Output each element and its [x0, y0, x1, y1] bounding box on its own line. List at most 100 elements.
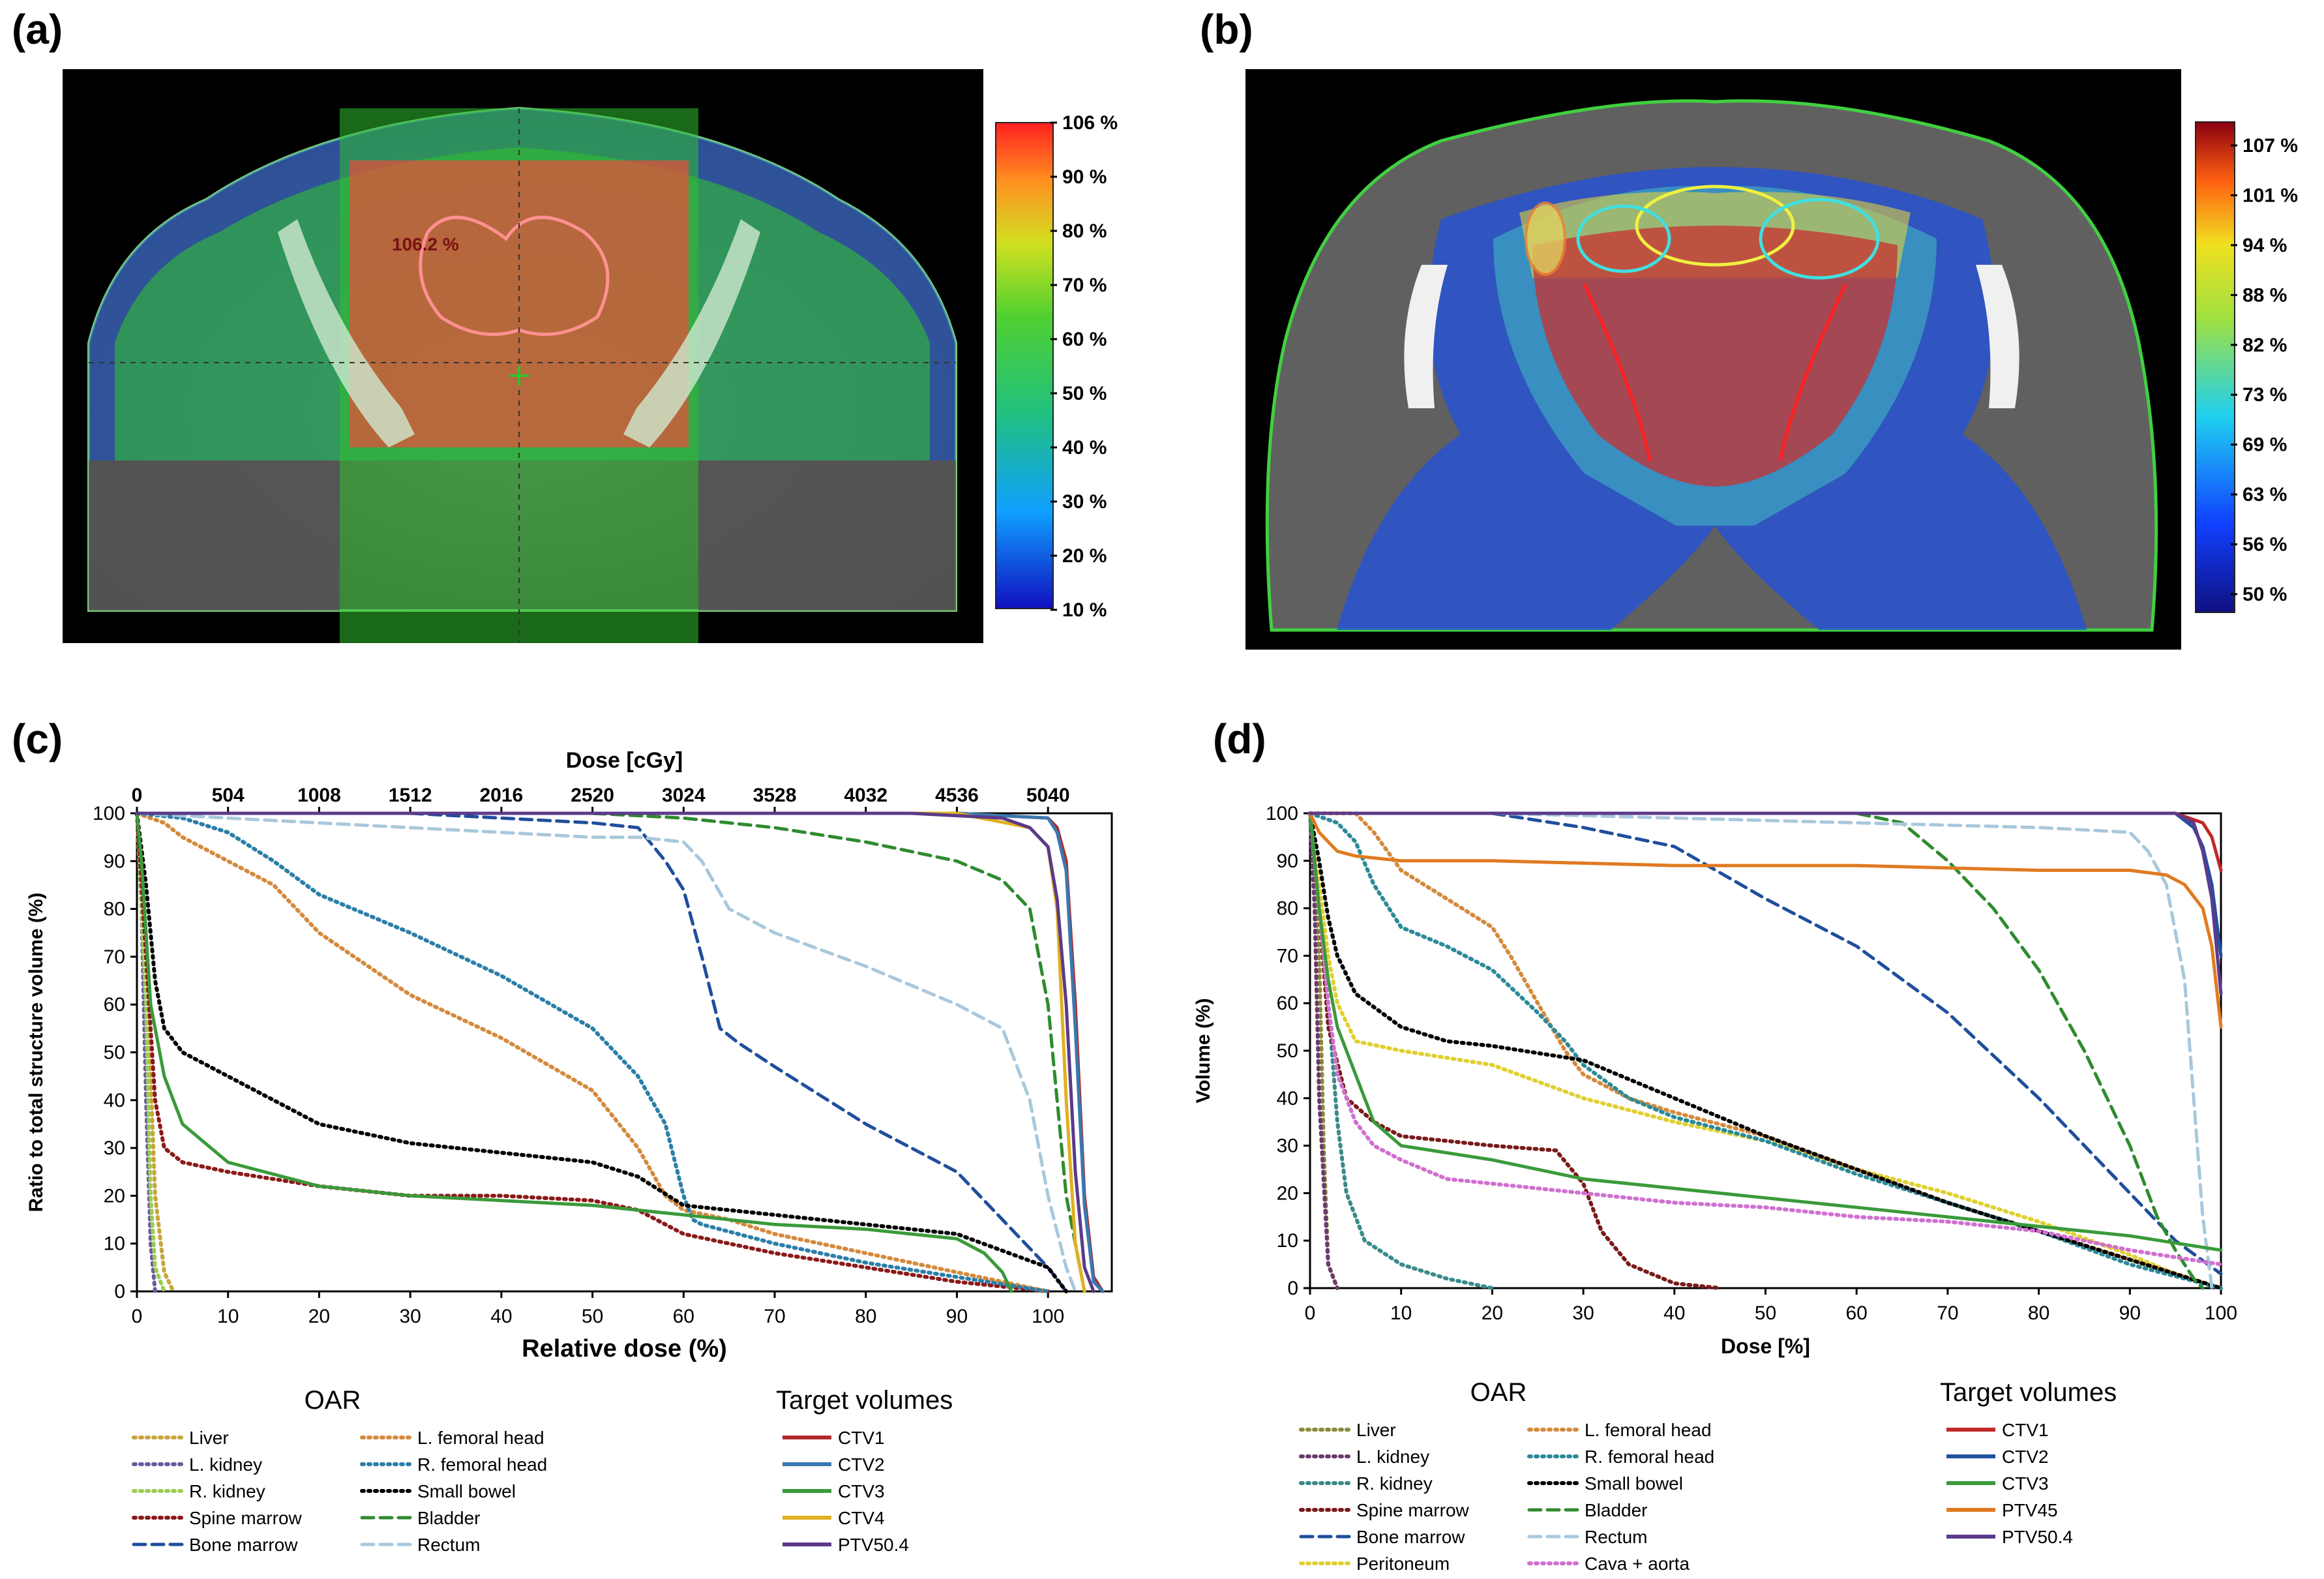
- top-tick-label: 4032: [844, 785, 887, 806]
- x-tick-label: 100: [1032, 1306, 1064, 1327]
- femur-right-b: [1976, 265, 2019, 408]
- series-line-ctv1: [1308, 811, 2223, 872]
- series-line-r-kidney: [135, 811, 166, 1293]
- legend-label: Small bowel: [1585, 1473, 1683, 1494]
- x-axis-label: Relative dose (%): [522, 1335, 727, 1362]
- legend-label: PTV50.4: [2002, 1527, 2073, 1547]
- y-tick-label: 50: [104, 1042, 125, 1064]
- colorbar-tick-label: 63 %: [2242, 484, 2287, 505]
- x-tick-label: 60: [673, 1306, 694, 1327]
- x-tick-label: 100: [2205, 1302, 2237, 1324]
- y-axis-label: Ratio to total structure volume (%): [25, 892, 47, 1212]
- colorbar-b: 107 % 101 % 94 % 88 % 82 % 73 % 69 % 63 % 56 % 50…: [2195, 121, 2298, 613]
- plot-frame-c: [136, 812, 1113, 1293]
- top-tick-label: 2520: [571, 785, 614, 806]
- legend-label: CTV2: [2002, 1447, 2049, 1467]
- colorbar-tick-label: 82 %: [2242, 335, 2287, 356]
- ct-dose-svg-a: 106.2 %: [87, 106, 957, 643]
- pelvic-bone-left-a: [278, 219, 415, 447]
- x-tick-label: 10: [217, 1306, 239, 1327]
- y-tick-label: 100: [1266, 803, 1298, 824]
- y-tick-label: 60: [104, 994, 125, 1015]
- legend-label: CTV4: [838, 1508, 885, 1528]
- dose-wash-red-a: [350, 160, 689, 447]
- y-tick-label: 70: [104, 946, 125, 968]
- node-contour-b: [1525, 202, 1566, 276]
- panel-label-d: (d): [1213, 715, 1266, 762]
- colorbar-tick-label: 73 %: [2242, 384, 2287, 406]
- bladder-contour-b: [1635, 185, 1795, 267]
- series-line-l-femoral-head: [1308, 811, 2223, 1290]
- y-tick-label: 20: [1277, 1182, 1298, 1204]
- top-tick-label: 4536: [935, 785, 979, 806]
- x-tick-label: 30: [399, 1306, 421, 1327]
- series-line-l-kidney: [1308, 811, 1339, 1290]
- y-tick-label: 100: [93, 803, 125, 824]
- colorbar-tick-label: 88 %: [2242, 284, 2287, 306]
- y-tick-label: 80: [1277, 898, 1298, 920]
- series-line-ctv4: [135, 811, 1086, 1293]
- legend-title-oar: OAR: [1470, 1378, 1527, 1407]
- series-line-small-bowel: [1308, 811, 2223, 1290]
- y-tick-label: 10: [1277, 1230, 1298, 1252]
- colorbar-tick-label: 69 %: [2242, 434, 2287, 456]
- series-line-rectum: [1308, 811, 2214, 1290]
- colorbar-tick-label: 30 %: [1062, 491, 1107, 513]
- x-tick-label: 80: [855, 1306, 876, 1327]
- x-tick-label: 50: [1755, 1302, 1776, 1324]
- series-line-bone-marrow: [1308, 811, 2223, 1276]
- series-line-small-bowel: [135, 811, 1069, 1293]
- top-tick-label: 504: [212, 785, 245, 806]
- series-line-ptv50-4: [1308, 811, 2223, 996]
- ct-dose-image-b: [1245, 69, 2181, 650]
- colorbar-tick-label: 70 %: [1062, 275, 1107, 296]
- dvh-chart-c: 0 10 20 30 40 50 60 70 80 90 100 0 10 20 30 40 50 60 70 80 9…: [25, 748, 1113, 1555]
- colorbar-tick-label: 90 %: [1062, 166, 1107, 188]
- legend-label: L. femoral head: [417, 1428, 544, 1448]
- series-line-bone-marrow: [135, 811, 1068, 1293]
- legend-label: Small bowel: [417, 1481, 516, 1501]
- legend-label: Bone marrow: [1356, 1527, 1465, 1547]
- legend-title-targets: Target volumes: [1940, 1378, 2117, 1407]
- dose-wash-red-b: [1532, 226, 1898, 487]
- top-tick-label: 2016: [480, 785, 524, 806]
- femur-left-b: [1404, 265, 1448, 408]
- legend-label: Spine marrow: [1356, 1500, 1470, 1520]
- legend-label: PTV50.4: [838, 1535, 909, 1555]
- legend-label: Peritoneum: [1356, 1554, 1450, 1574]
- series-line-ctv2: [135, 811, 1105, 1293]
- x-tick-label: 70: [1937, 1302, 1958, 1324]
- legend-label: CTV3: [2002, 1473, 2049, 1494]
- tissue-left-a: [89, 460, 340, 610]
- colorbar-a: 106 % 90 % 80 % 70 % 60 % 50 % 40 % 30 % 20 % 10 …: [995, 112, 1118, 620]
- top-tick-label: 1512: [389, 785, 432, 806]
- x-tick-label: 80: [2028, 1302, 2049, 1324]
- legend-label: L. kidney: [1356, 1447, 1429, 1467]
- legend-title-oar: OAR: [305, 1386, 361, 1415]
- top-tick-label: 0: [132, 785, 143, 806]
- y-tick-label: 70: [1277, 945, 1298, 967]
- y-tick-label: 80: [104, 899, 125, 920]
- y-tick-label: 50: [1277, 1040, 1298, 1062]
- legend-label: Spine marrow: [189, 1508, 303, 1528]
- legend-label: Cava + aorta: [1585, 1554, 1690, 1574]
- x-tick-label: 0: [132, 1306, 143, 1327]
- panel-label-c: (c): [12, 715, 63, 762]
- dose-max-annotation-a: 106.2 %: [392, 234, 459, 254]
- legend-label: Liver: [1356, 1420, 1396, 1440]
- colorbar-tick-label: 56 %: [2242, 534, 2287, 556]
- x-tick-label: 20: [1482, 1302, 1503, 1324]
- series-line-cava-aorta: [1308, 811, 2223, 1267]
- series-line-r-femoral-head: [1308, 811, 2223, 1290]
- series-line-peritoneum: [1308, 811, 2223, 1290]
- y-tick-label: 30: [104, 1137, 125, 1159]
- legend-label: Rectum: [417, 1535, 480, 1555]
- plot-frame-d: [1309, 812, 2222, 1289]
- series-line-l-femoral-head: [135, 811, 1050, 1293]
- colorbar-tick-label: 94 %: [2242, 235, 2287, 256]
- y-tick-label: 90: [104, 850, 125, 872]
- bowel-contour-left-b: [1576, 204, 1671, 273]
- top-tick-label: 3024: [662, 785, 706, 806]
- pelvic-bone-right-a: [623, 219, 760, 447]
- y-axis-label: Volume (%): [1193, 998, 1214, 1103]
